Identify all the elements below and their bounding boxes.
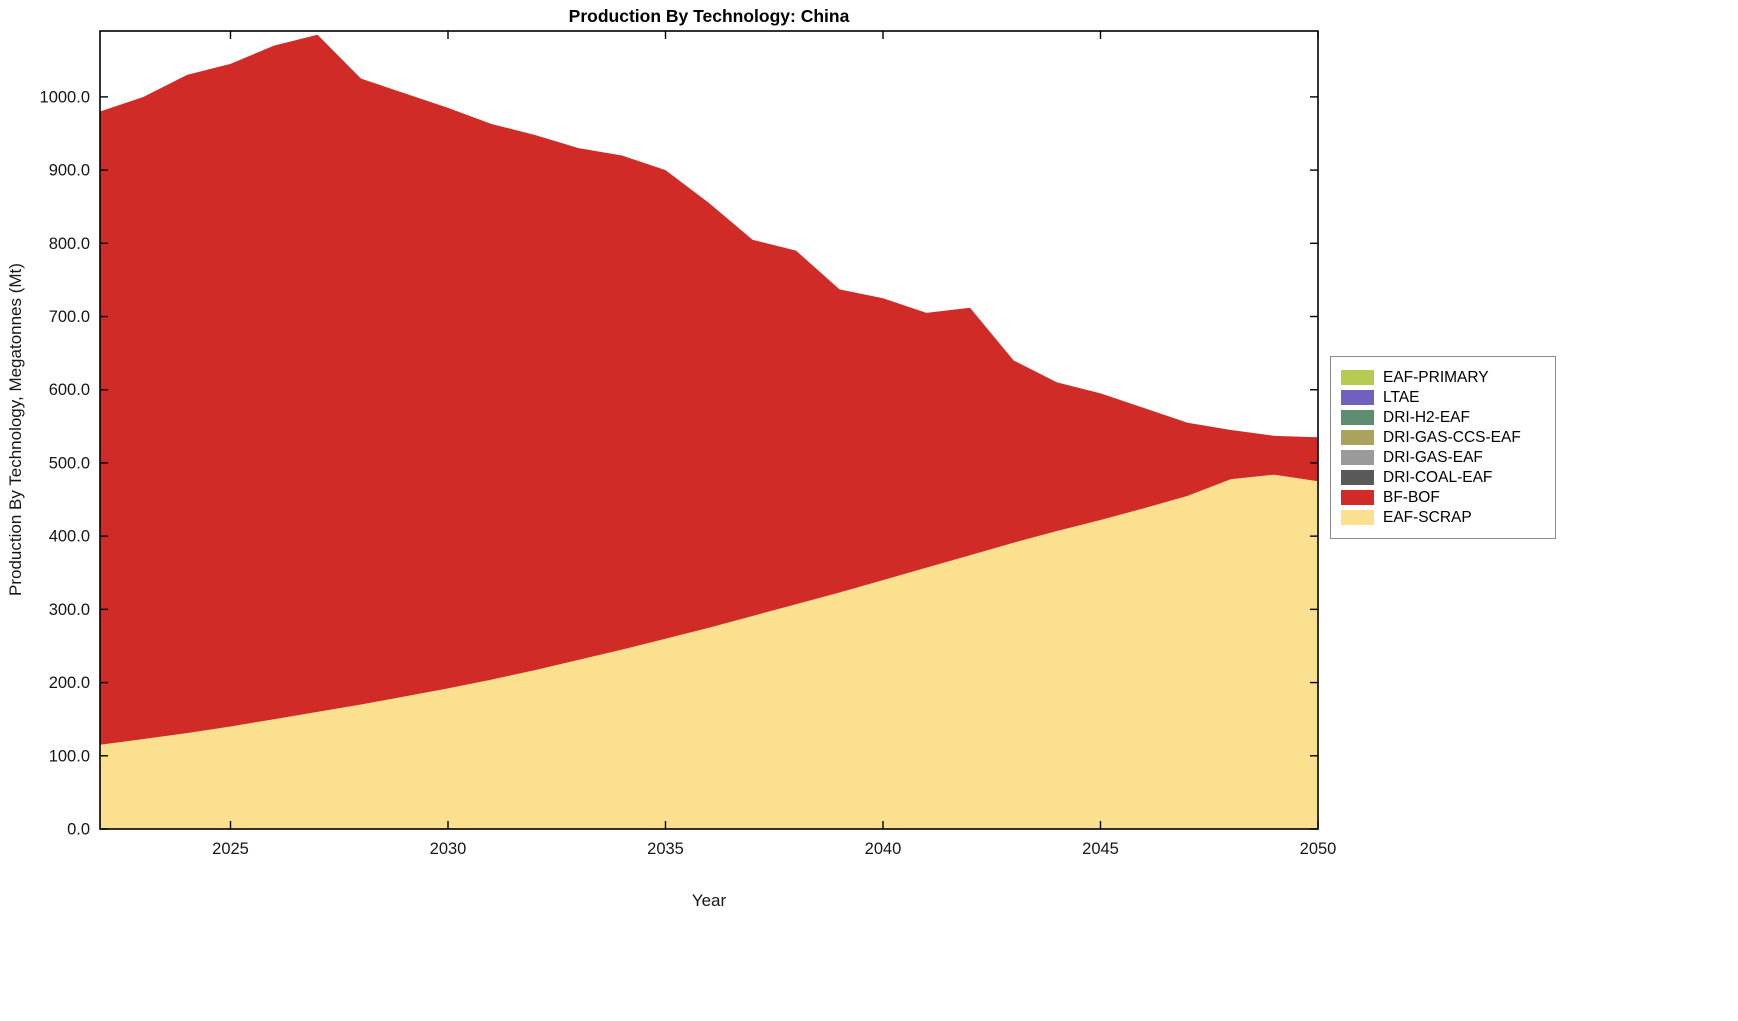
y-tick-label: 200.0 <box>49 674 90 692</box>
legend-swatch <box>1341 390 1374 405</box>
y-tick-label: 600.0 <box>49 381 90 399</box>
area-eaf-scrap <box>100 474 1318 829</box>
legend-label: EAF-SCRAP <box>1383 508 1472 526</box>
x-tick-label: 2050 <box>1300 840 1337 858</box>
legend-item: EAF-PRIMARY <box>1341 369 1543 386</box>
legend-item: DRI-GAS-EAF <box>1341 449 1543 466</box>
legend-item: BF-BOF <box>1341 489 1543 506</box>
legend-label: DRI-GAS-CCS-EAF <box>1383 428 1521 446</box>
legend-swatch <box>1341 510 1374 525</box>
area-bf-bof <box>100 34 1318 745</box>
legend-swatch <box>1341 430 1374 445</box>
y-tick-label: 300.0 <box>49 601 90 619</box>
y-tick-label: 900.0 <box>49 162 90 180</box>
x-tick-label: 2035 <box>647 840 684 858</box>
x-axis-label: Year <box>691 891 727 910</box>
legend-item: DRI-GAS-CCS-EAF <box>1341 429 1543 446</box>
y-tick-label: 400.0 <box>49 528 90 546</box>
x-tick-label: 2045 <box>1082 840 1119 858</box>
x-tick-label: 2025 <box>212 840 249 858</box>
y-tick-label: 700.0 <box>49 308 90 326</box>
legend-item: EAF-SCRAP <box>1341 509 1543 526</box>
legend-swatch <box>1341 470 1374 485</box>
legend-label: BF-BOF <box>1383 488 1440 506</box>
legend-item: LTAE <box>1341 389 1543 406</box>
legend-label: DRI-COAL-EAF <box>1383 468 1493 486</box>
y-tick-label: 500.0 <box>49 454 90 472</box>
plot-box <box>99 30 1319 830</box>
legend-label: EAF-PRIMARY <box>1383 368 1489 386</box>
legend-swatch <box>1341 490 1374 505</box>
legend-label: DRI-H2-EAF <box>1383 408 1470 426</box>
legend: EAF-PRIMARY LTAE DRI-H2-EAF DRI-GAS-CCS-EAF… <box>1330 356 1556 539</box>
legend-label: DRI-GAS-EAF <box>1383 448 1483 466</box>
y-tick-label: 100.0 <box>49 747 90 765</box>
legend-swatch <box>1341 410 1374 425</box>
chart-title: Production By Technology: China <box>568 6 850 26</box>
y-tick-label: 0.0 <box>67 821 90 839</box>
legend-item: DRI-H2-EAF <box>1341 409 1543 426</box>
legend-swatch <box>1341 370 1374 385</box>
x-tick-label: 2040 <box>865 840 902 858</box>
legend-swatch <box>1341 450 1374 465</box>
legend-item: DRI-COAL-EAF <box>1341 469 1543 486</box>
y-tick-label: 800.0 <box>49 235 90 253</box>
x-tick-label: 2030 <box>430 840 467 858</box>
legend-label: LTAE <box>1383 388 1420 406</box>
y-tick-label: 1000.0 <box>40 88 90 106</box>
